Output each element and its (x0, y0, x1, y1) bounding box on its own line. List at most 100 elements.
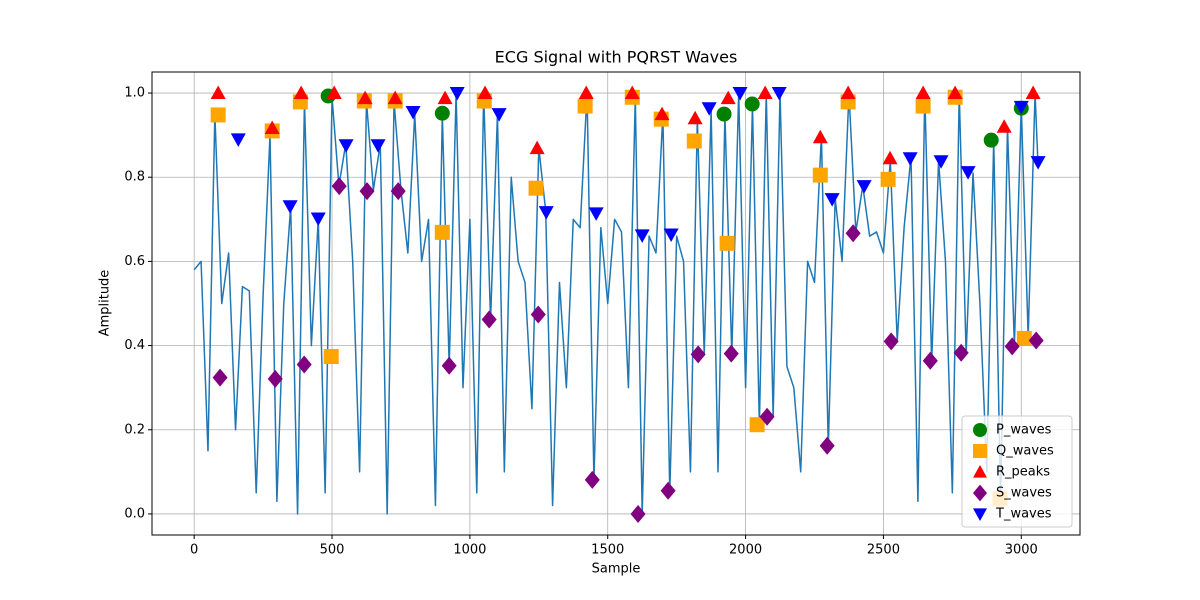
legend-label: T_waves (995, 507, 1052, 522)
marker (824, 193, 840, 207)
marker (845, 224, 861, 243)
y-tick-label: 0.8 (124, 170, 145, 185)
marker (477, 85, 493, 100)
marker (578, 85, 594, 100)
marker (338, 139, 354, 153)
marker (326, 85, 342, 100)
marker (915, 85, 931, 100)
marker (663, 228, 679, 242)
y-tick-label: 0.2 (124, 422, 145, 437)
y-tick-label: 1.0 (124, 86, 145, 101)
marker (947, 85, 963, 100)
x-tick-label: 1500 (591, 543, 624, 558)
marker (296, 355, 312, 374)
plot-frame (151, 71, 1081, 536)
marker (577, 98, 593, 114)
marker (405, 105, 421, 120)
marker (654, 106, 670, 121)
marker (1013, 100, 1029, 115)
legend-marker (973, 465, 987, 478)
marker (210, 85, 226, 100)
marker (744, 96, 760, 112)
marker (819, 436, 835, 455)
marker (933, 155, 949, 169)
marker (634, 229, 650, 243)
marker (264, 120, 280, 134)
marker (282, 200, 298, 214)
marker (528, 180, 544, 196)
marker (530, 305, 546, 324)
marker (267, 369, 283, 388)
marker (434, 105, 450, 121)
marker (210, 107, 226, 123)
y-axis-label: Amplitude (98, 270, 113, 337)
marker (1025, 85, 1041, 100)
legend-marker (973, 444, 987, 458)
x-tick-label: 2500 (867, 543, 900, 558)
marker (996, 119, 1012, 133)
marker (719, 235, 735, 251)
marker (1016, 330, 1032, 346)
signal-line (193, 92, 1039, 515)
y-tick-label: 0.6 (124, 254, 145, 269)
marker (880, 171, 896, 187)
marker (732, 87, 748, 101)
marker (584, 470, 600, 489)
marker (441, 356, 457, 375)
x-tick-label: 2000 (729, 543, 762, 558)
legend-label: P_waves (996, 423, 1052, 438)
legend: P_waves Q_waves R_peaks S_waves T_waves (961, 415, 1073, 528)
chart-title: ECG Signal with PQRST Waves (495, 48, 738, 67)
marker (491, 108, 507, 122)
legend-box (961, 415, 1073, 528)
marker (390, 182, 406, 201)
marker (529, 140, 545, 155)
x-tick-label: 3000 (1005, 543, 1038, 558)
marker (310, 212, 326, 226)
marker (359, 182, 375, 201)
marker (759, 407, 775, 426)
x-axis-label: Sample (592, 562, 641, 577)
x-tick-label: 0 (190, 543, 198, 558)
marker (293, 85, 309, 100)
marker-series (210, 85, 1041, 165)
marker (757, 85, 773, 100)
marker (331, 177, 347, 196)
marker (1030, 156, 1046, 170)
marker (588, 207, 604, 221)
marker (630, 504, 646, 523)
marker (437, 90, 453, 105)
marker (370, 139, 386, 153)
marker (723, 344, 739, 363)
marker (387, 90, 403, 105)
marker (953, 343, 969, 362)
marker (687, 110, 703, 125)
marker-series (212, 177, 1044, 523)
marker (749, 417, 765, 433)
marker (434, 224, 450, 240)
legend-label: Q_waves (996, 444, 1054, 459)
marker (960, 166, 976, 180)
marker (812, 129, 828, 144)
marker (449, 87, 465, 101)
marker (690, 345, 706, 364)
marker (660, 481, 676, 500)
marker (481, 310, 497, 329)
marker (882, 150, 898, 165)
marker (922, 351, 938, 370)
y-tick-label: 0.0 (124, 506, 145, 521)
legend-label: S_waves (996, 486, 1052, 501)
marker (1004, 337, 1020, 356)
marker (983, 132, 999, 148)
marker (883, 332, 899, 351)
legend-marker (973, 423, 987, 437)
marker-series (230, 87, 1046, 243)
marker (1028, 331, 1044, 350)
marker (357, 90, 373, 105)
marker (812, 167, 828, 183)
marker (716, 106, 732, 122)
legend-label: R_peaks (996, 465, 1050, 480)
marker (624, 85, 640, 100)
marker (212, 368, 228, 387)
